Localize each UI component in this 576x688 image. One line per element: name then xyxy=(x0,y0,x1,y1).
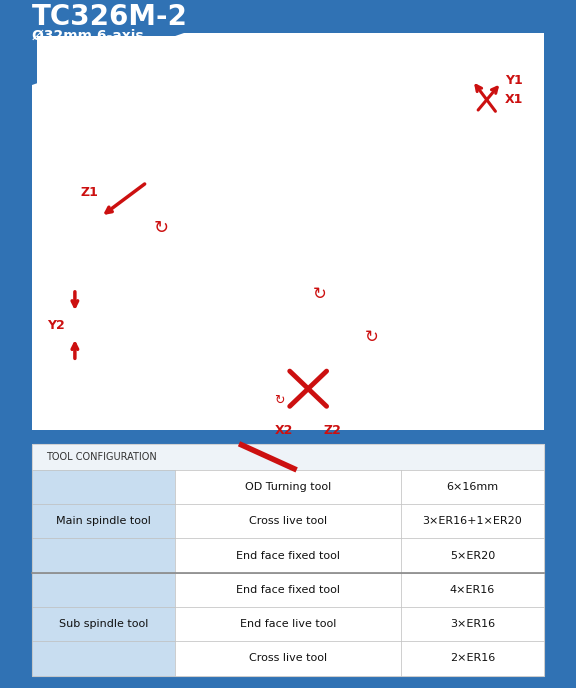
Text: Sub spindle tool: Sub spindle tool xyxy=(59,619,148,630)
Bar xyxy=(175,641,401,676)
Bar xyxy=(175,504,401,539)
Bar xyxy=(175,470,401,504)
Bar xyxy=(32,572,175,607)
Text: Cross live tool: Cross live tool xyxy=(249,516,327,526)
Text: 6×16mm: 6×16mm xyxy=(446,482,499,492)
Text: End face fixed tool: End face fixed tool xyxy=(236,585,340,595)
Bar xyxy=(175,572,401,607)
Bar xyxy=(32,504,175,539)
Text: Main spindle tool: Main spindle tool xyxy=(56,516,151,526)
Bar xyxy=(401,572,544,607)
Text: 2×ER16: 2×ER16 xyxy=(450,654,495,663)
Text: Y2: Y2 xyxy=(48,319,65,332)
Bar xyxy=(32,444,544,470)
Text: ↻: ↻ xyxy=(154,219,169,237)
Text: TOOL CONFIGURATION: TOOL CONFIGURATION xyxy=(46,452,157,462)
Bar xyxy=(32,539,175,572)
Text: Ø32mm 6-axis: Ø32mm 6-axis xyxy=(32,29,143,43)
Bar xyxy=(32,607,175,641)
Polygon shape xyxy=(32,33,544,430)
Bar xyxy=(401,470,544,504)
Text: ↻: ↻ xyxy=(365,328,378,346)
Bar xyxy=(401,504,544,539)
Bar xyxy=(401,607,544,641)
Bar xyxy=(401,539,544,572)
Bar xyxy=(175,607,401,641)
Text: Y1: Y1 xyxy=(505,74,523,87)
Text: 3×ER16: 3×ER16 xyxy=(450,619,495,630)
Text: End face live tool: End face live tool xyxy=(240,619,336,630)
Text: X2: X2 xyxy=(275,424,293,436)
Text: 5×ER20: 5×ER20 xyxy=(450,550,495,561)
Bar xyxy=(32,641,175,676)
Text: X1: X1 xyxy=(505,94,524,106)
Text: Z2: Z2 xyxy=(323,424,342,436)
Bar xyxy=(401,641,544,676)
Text: Z1: Z1 xyxy=(80,186,98,199)
Text: OD Turning tool: OD Turning tool xyxy=(245,482,331,492)
Text: ↻: ↻ xyxy=(313,286,327,303)
Text: ↻: ↻ xyxy=(274,394,285,407)
Bar xyxy=(175,539,401,572)
Bar xyxy=(37,36,539,427)
Text: 3×ER16+1×ER20: 3×ER16+1×ER20 xyxy=(423,516,522,526)
Bar xyxy=(32,470,175,504)
Text: TC326M-2: TC326M-2 xyxy=(32,3,188,31)
Text: 4×ER16: 4×ER16 xyxy=(450,585,495,595)
Bar xyxy=(32,444,544,676)
Text: Cross live tool: Cross live tool xyxy=(249,654,327,663)
Text: End face fixed tool: End face fixed tool xyxy=(236,550,340,561)
